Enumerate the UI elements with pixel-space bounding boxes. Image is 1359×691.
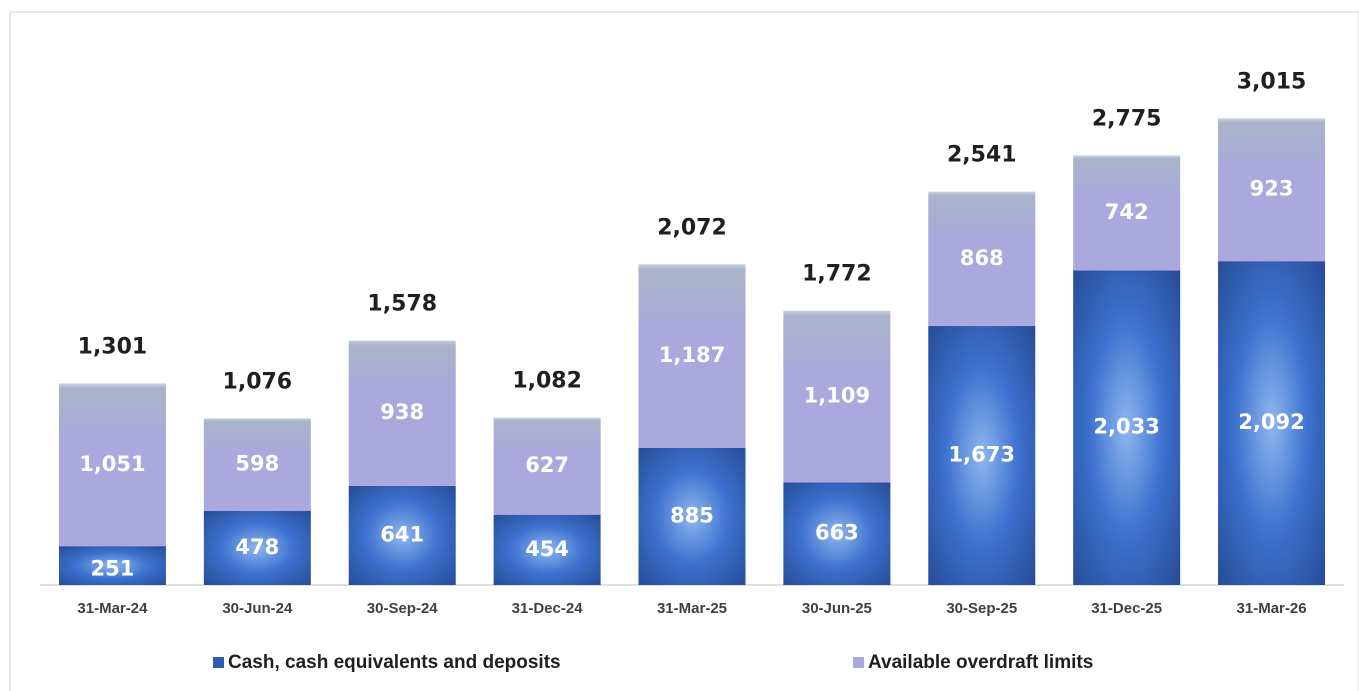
legend-label: Cash, cash equivalents and deposits [228,652,561,673]
value-label: 868 [960,246,1004,270]
value-label: 2,092 [1238,410,1304,434]
x-tick-label: 31-Mar-24 [77,600,148,617]
value-label: 923 [1250,177,1294,201]
value-label: 663 [815,521,859,545]
total-label: 1,082 [512,369,582,394]
total-label: 3,015 [1237,69,1307,94]
value-label: 2,033 [1093,415,1159,439]
total-label: 1,772 [802,262,872,287]
legend-label: Available overdraft limits [868,652,1093,673]
bar-segment [348,485,456,585]
value-label: 885 [670,504,714,528]
bar-segment [1218,118,1326,262]
value-label: 1,109 [804,384,870,408]
value-label: 598 [235,452,279,476]
bar-segment [493,417,601,515]
bar-segment [638,448,746,585]
x-tick-label: 30-Jun-25 [802,600,872,617]
bar-segment [58,383,166,547]
bar-segment [203,418,311,512]
bar-segment [638,264,746,449]
x-tick-label: 30-Jun-24 [222,600,293,617]
x-tick-label: 31-Mar-25 [657,600,727,617]
value-label: 742 [1105,200,1149,224]
total-label: 1,076 [223,369,293,394]
bar-segment [928,326,1036,585]
x-tick-label: 30-Sep-25 [946,600,1017,617]
x-tick-label: 31-Mar-26 [1237,600,1307,617]
value-label: 454 [525,537,569,561]
bar-segment [58,546,166,585]
legend-swatch [213,657,224,668]
value-label: 1,187 [659,343,725,367]
value-label: 938 [380,400,424,424]
x-tick-label: 31-Dec-24 [512,600,584,617]
frame [9,11,1359,691]
bar-segment [203,511,311,585]
value-label: 1,673 [949,443,1015,467]
bar-segment [493,514,601,585]
x-tick-label: 30-Sep-24 [367,600,439,617]
bar-segment [1073,155,1181,271]
legend-swatch [853,657,864,668]
total-label: 1,301 [78,335,148,360]
bar-segment [1073,270,1181,585]
value-label: 251 [91,557,135,581]
total-label: 2,072 [657,215,727,240]
bar-segment [928,191,1036,327]
bar-segment [1218,261,1326,585]
bar-segment [783,482,891,585]
total-label: 1,578 [367,292,437,317]
bar-segment [348,340,456,486]
value-label: 1,051 [79,452,145,476]
bar-segment [783,310,891,483]
total-label: 2,541 [947,143,1017,168]
value-label: 627 [525,453,569,477]
total-label: 2,775 [1092,106,1162,131]
value-label: 641 [380,522,424,546]
value-label: 478 [235,535,279,559]
x-tick-label: 31-Dec-25 [1091,600,1162,617]
